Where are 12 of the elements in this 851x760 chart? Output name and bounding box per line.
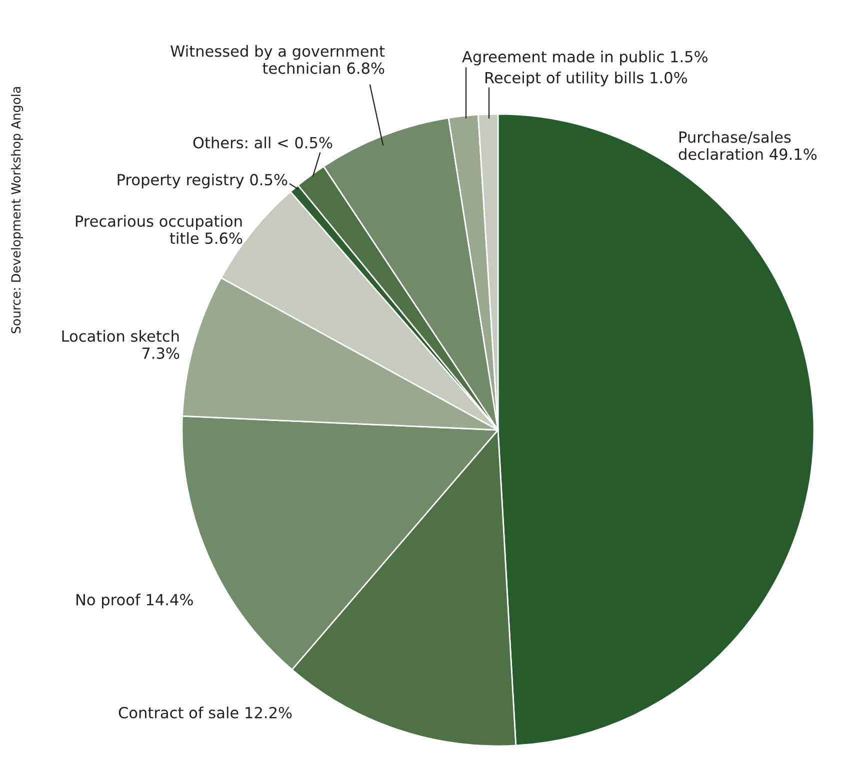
- slice-label: Others: all < 0.5%: [193, 136, 332, 148]
- slice-label: Receipt of utility bills 1.0%: [486, 72, 688, 86]
- slice-label: Witnessed by a government technician 6.8%: [170, 45, 385, 74]
- source-note: Source: Development Workshop Angola: [10, 87, 24, 334]
- slice-label: No proof 14.4%: [76, 594, 193, 608]
- slice-label: Precarious occupation title 5.6%: [76, 215, 242, 244]
- slice-label: Location sketch: [62, 330, 179, 342]
- slice-label: Contract of sale 12.2%: [118, 706, 292, 718]
- slice-label: Purchase/sales declaration 49.1%: [678, 131, 817, 160]
- data-label: 7.3%: [142, 347, 180, 359]
- slice-label: Property registry 0.5%: [118, 174, 288, 188]
- slice-label: Agreement made in public 1.5%: [462, 50, 708, 66]
